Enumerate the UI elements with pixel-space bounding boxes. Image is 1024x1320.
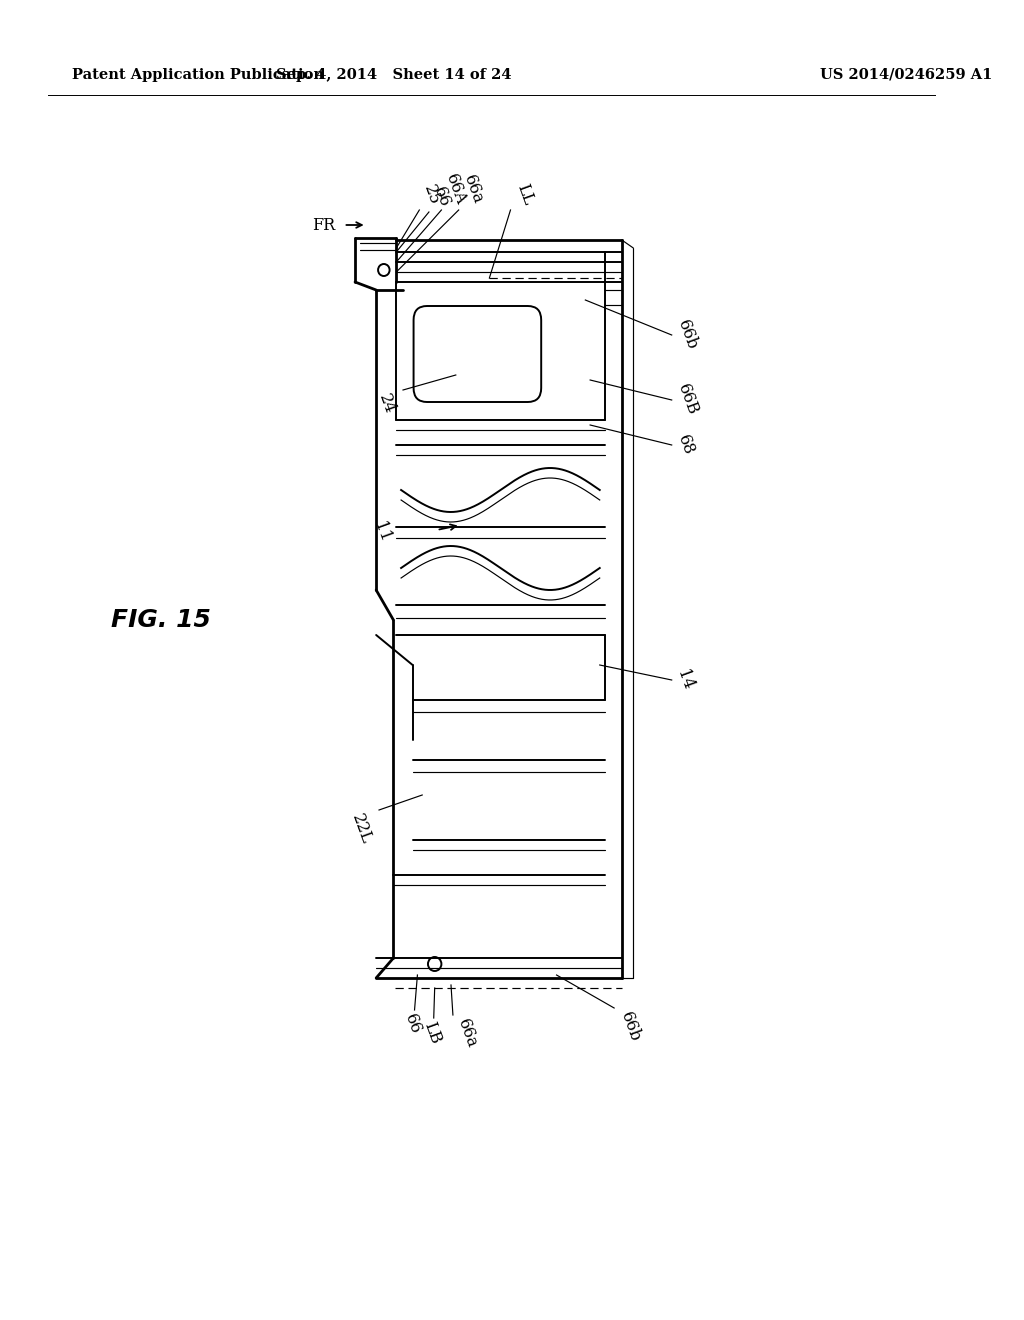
Text: 66B: 66B [674,381,700,418]
Text: 14: 14 [674,668,696,693]
Text: 66a: 66a [460,173,485,207]
Text: US 2014/0246259 A1: US 2014/0246259 A1 [820,69,993,82]
Text: 66A: 66A [442,172,469,207]
Text: Sep. 4, 2014   Sheet 14 of 24: Sep. 4, 2014 Sheet 14 of 24 [275,69,511,82]
Text: 22L: 22L [348,812,374,847]
Text: 25: 25 [420,183,443,209]
Text: 66: 66 [401,1012,424,1038]
Text: 66b: 66b [675,318,701,352]
Text: 66b: 66b [617,1010,643,1044]
Text: FR: FR [312,218,336,235]
Text: LL: LL [513,181,537,207]
Text: 24: 24 [376,392,398,417]
Text: LB: LB [420,1020,443,1047]
Text: FIG. 15: FIG. 15 [112,609,211,632]
Text: 11: 11 [371,520,393,545]
Text: 68: 68 [674,433,696,458]
Text: 66a: 66a [454,1016,480,1051]
Text: 66: 66 [430,185,453,210]
Text: Patent Application Publication: Patent Application Publication [72,69,324,82]
